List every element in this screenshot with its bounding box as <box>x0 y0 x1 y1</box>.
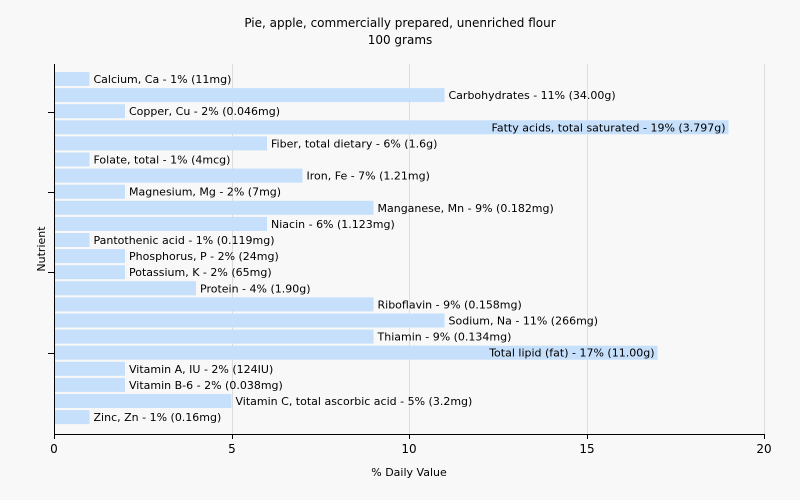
bar <box>55 72 90 86</box>
gridlines <box>232 64 765 434</box>
bar-data-label: Protein - 4% (1.90g) <box>200 282 311 295</box>
x-tick-label: 15 <box>579 442 594 456</box>
bar <box>55 297 374 312</box>
chart-subtitle: 100 grams <box>368 33 433 47</box>
bar <box>55 168 303 183</box>
bar-data-label: Iron, Fe - 7% (1.21mg) <box>307 170 430 183</box>
bar <box>55 281 196 296</box>
bar-data-label: Carbohydrates - 11% (34.00g) <box>449 89 616 102</box>
x-tick-label: 10 <box>401 442 416 456</box>
bar-data-label: Copper, Cu - 2% (0.046mg) <box>129 105 280 118</box>
bar-data-label: Vitamin A, IU - 2% (124IU) <box>129 363 273 376</box>
bar <box>55 216 267 231</box>
bar <box>55 329 374 344</box>
bar <box>55 184 125 199</box>
bar-data-label: Sodium, Na - 11% (266mg) <box>449 315 599 328</box>
bar-data-label: Total lipid (fat) - 17% (11.00g) <box>488 347 654 360</box>
bar <box>55 136 267 151</box>
bar-data-label: Vitamin C, total ascorbic acid - 5% (3.2… <box>236 395 473 408</box>
bar-labels: Calcium, Ca - 1% (11mg) Carbohydrates - 1… <box>94 73 726 424</box>
bar-data-label: Niacin - 6% (1.123mg) <box>271 218 395 231</box>
bar <box>55 377 125 392</box>
bar <box>55 361 125 376</box>
bar-data-label: Zinc, Zn - 1% (0.16mg) <box>94 411 222 424</box>
bar <box>55 410 90 425</box>
bar <box>55 345 658 360</box>
bar-data-label: Manganese, Mn - 9% (0.182mg) <box>378 202 554 215</box>
y-axis-ticks <box>48 112 54 354</box>
bar <box>55 104 125 119</box>
bar <box>55 313 445 328</box>
bar <box>55 394 232 408</box>
bar <box>55 249 125 264</box>
bar-data-label: Magnesium, Mg - 2% (7mg) <box>129 186 281 199</box>
bar-data-label: Vitamin B-6 - 2% (0.038mg) <box>129 379 283 392</box>
bar-data-label: Thiamin - 9% (0.134mg) <box>377 331 512 344</box>
bar <box>55 120 729 135</box>
bar-data-label: Riboflavin - 9% (0.158mg) <box>378 298 522 311</box>
y-axis-label: Nutrient <box>35 226 48 272</box>
bar-data-label: Phosphorus, P - 2% (24mg) <box>129 250 279 263</box>
bar-data-label: Calcium, Ca - 1% (11mg) <box>94 73 232 86</box>
bar-data-label: Fatty acids, total saturated - 19% (3.79… <box>492 121 726 134</box>
x-axis-label: % Daily Value <box>371 466 447 479</box>
x-tick-label: 5 <box>228 442 236 456</box>
bar <box>55 152 90 167</box>
bar <box>55 265 125 280</box>
bar <box>55 88 445 103</box>
bars <box>55 72 729 425</box>
x-tick-label: 20 <box>756 442 771 456</box>
bar-data-label: Folate, total - 1% (4mcg) <box>94 154 231 167</box>
bar <box>55 200 374 215</box>
chart-title: Pie, apple, commercially prepared, unenr… <box>244 16 555 30</box>
bar-data-label: Pantothenic acid - 1% (0.119mg) <box>94 234 275 247</box>
x-tick-label: 0 <box>50 442 58 456</box>
bar-data-label: Potassium, K - 2% (65mg) <box>129 266 272 279</box>
bar <box>55 233 90 247</box>
x-axis-ticks: 0 5 10 15 20 <box>50 434 772 456</box>
bar-data-label: Fiber, total dietary - 6% (1.6g) <box>271 137 437 150</box>
